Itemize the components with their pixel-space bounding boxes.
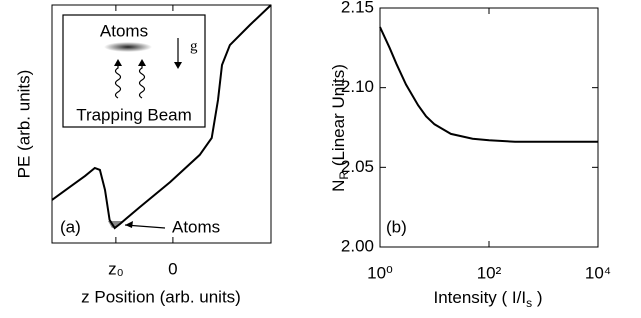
plot-frame <box>380 8 598 247</box>
x-label-end: ) <box>532 288 542 307</box>
panel-label: (b) <box>386 217 407 236</box>
x-axis-label: Intensity ( I/Is ) <box>434 288 543 310</box>
y-tick-label: 2.15 <box>341 0 374 16</box>
page: PE (arb. units) z Position (arb. units) … <box>0 0 641 318</box>
figure: PE (arb. units) z Position (arb. units) … <box>0 0 641 318</box>
inset-label: Atoms <box>100 21 148 40</box>
y-tick-label: 2.05 <box>341 157 374 176</box>
y-tick-label: 2.10 <box>341 77 374 96</box>
atom-cloud <box>104 42 152 52</box>
inset-label: Trapping Beam <box>76 105 192 124</box>
panel-label: (a) <box>60 217 81 236</box>
x-tick-label: 0 <box>168 259 177 278</box>
x-tick-label: 10⁰ <box>367 263 393 282</box>
x-axis-label: z Position (arb. units) <box>81 287 241 306</box>
y-axis-label: PE (arb. units) <box>14 70 33 179</box>
inset-label: g <box>190 38 198 54</box>
annotation: Atoms <box>172 217 220 236</box>
x-label-text: Intensity ( I/I <box>434 288 527 307</box>
data-line <box>380 27 598 142</box>
x-tick-label: 10² <box>477 263 502 282</box>
y-label-symbol: N <box>329 180 348 192</box>
x-tick-label: 10⁴ <box>585 263 611 282</box>
y-tick-label: 2.00 <box>341 236 374 255</box>
arrow-head <box>125 221 133 228</box>
x-tick-label: z₀ <box>108 259 124 278</box>
